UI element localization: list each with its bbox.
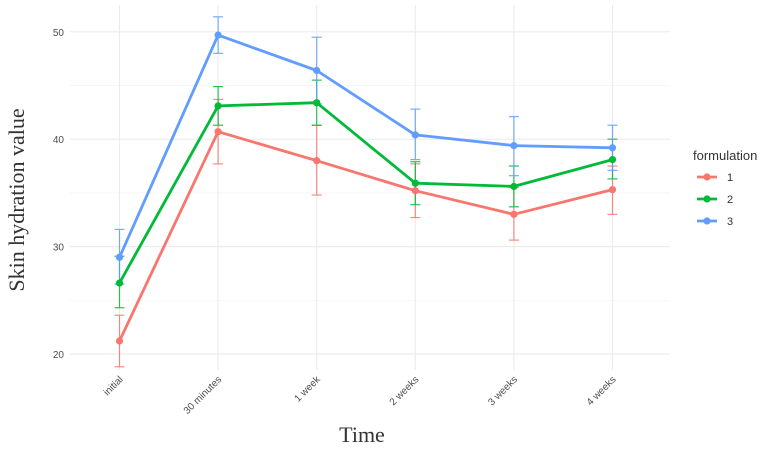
x-tick-label: 30 minutes [182, 374, 224, 416]
data-point-1 [115, 337, 124, 345]
data-point-2 [608, 155, 617, 164]
data-point-1 [313, 157, 321, 165]
data-point-3 [214, 31, 222, 39]
legend-label: 2 [727, 194, 733, 206]
x-tick-label: 4 weeks [585, 374, 619, 408]
y-tick-label: 50 [53, 28, 65, 39]
data-point-3 [411, 131, 419, 139]
x-tick-label: 1 week [293, 374, 324, 405]
y-axis-title: Skin hydration value [4, 108, 29, 291]
legend-key-point [703, 173, 711, 181]
legend-item-2: 2 [697, 194, 733, 206]
x-tick-labels: initial 30 minutes 1 week 2 weeks 3 weeks 4 w… [102, 374, 619, 417]
data-point-2 [510, 182, 518, 191]
data-point-3 [115, 253, 124, 261]
y-tick-label: 40 [53, 135, 65, 146]
y-tick-label: 20 [53, 350, 65, 361]
series-lines [118, 33, 613, 342]
x-tick-label: 2 weeks [388, 374, 422, 408]
legend-label: 1 [727, 172, 733, 184]
data-point-1 [214, 128, 222, 136]
legend-title: formulation [693, 148, 757, 163]
data-point-1 [510, 210, 518, 218]
data-point-2 [411, 179, 419, 187]
x-tick-label: 3 weeks [486, 374, 520, 408]
y-tick-label: 30 [53, 243, 65, 254]
legend-item-1: 1 [697, 172, 733, 184]
legend-key-point [703, 195, 711, 203]
data-point-2 [214, 102, 222, 110]
legend-item-3: 3 [697, 216, 733, 228]
legend-key-point [703, 217, 711, 225]
legend: formulation 1 2 3 [693, 148, 757, 228]
grid [70, 5, 670, 370]
y-tick-labels: 20 30 40 50 [53, 28, 65, 361]
data-point-3 [608, 144, 617, 152]
data-point-2 [115, 279, 124, 287]
data-point-1 [411, 187, 419, 195]
series-line-1 [118, 130, 613, 342]
data-point-3 [313, 66, 321, 75]
data-point-3 [510, 142, 518, 150]
x-tick-label: initial [102, 374, 126, 398]
series-points [115, 31, 617, 345]
series-line-2 [118, 101, 613, 284]
data-point-2 [313, 99, 321, 107]
series-line-3 [118, 33, 613, 258]
x-axis-title: Time [339, 422, 385, 447]
legend-label: 3 [727, 216, 733, 228]
data-point-1 [608, 186, 617, 194]
